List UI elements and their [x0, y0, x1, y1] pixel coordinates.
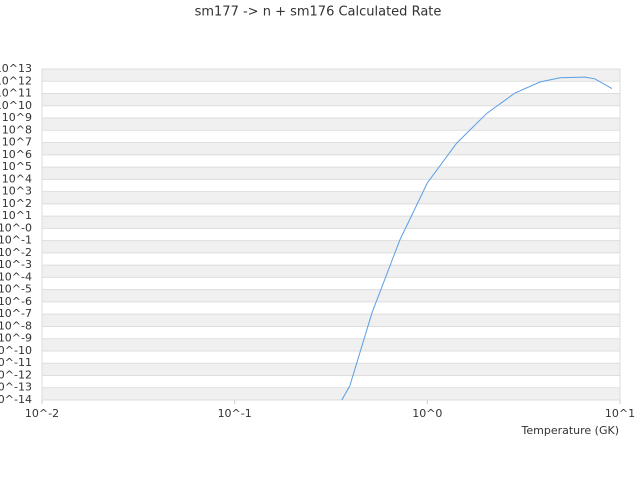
- y-tick-label: 10^-13: [0, 381, 32, 394]
- x-tick-label: 10^-1: [218, 407, 252, 420]
- y-tick-label: 10^-9: [0, 332, 32, 345]
- y-tick-label: 10^-7: [0, 307, 32, 320]
- y-tick-label: 10^-10: [0, 344, 32, 357]
- y-tick-label: 10^2: [2, 197, 32, 210]
- y-tick-label: 10^-11: [0, 356, 32, 369]
- grid-band: [42, 93, 620, 106]
- grid-band: [42, 265, 620, 278]
- grid-band: [42, 191, 620, 204]
- grid-band: [42, 240, 620, 253]
- grid-band: [42, 216, 620, 229]
- y-tick-label: 10^11: [0, 87, 32, 100]
- grid-band: [42, 69, 620, 82]
- data-line: [341, 76, 613, 401]
- y-tick-label: 10^9: [2, 111, 32, 124]
- y-tick-label: 10^13: [0, 62, 32, 75]
- y-tick-label: 10^-3: [0, 258, 32, 271]
- y-tick-label: 10^-1: [0, 234, 32, 247]
- y-tick-label: 10^-0: [0, 221, 32, 234]
- y-tick-label: 10^6: [2, 148, 32, 161]
- grid-band: [42, 289, 620, 302]
- chart-title: sm177 -> n + sm176 Calculated Rate: [195, 5, 442, 20]
- y-tick-label: 10^3: [2, 185, 32, 198]
- y-tick-label: 10^-14: [0, 393, 32, 406]
- y-tick-label: 10^5: [2, 160, 32, 173]
- x-tick-label: 10^-2: [25, 407, 59, 420]
- y-tick-label: 10^-4: [0, 270, 32, 283]
- grid-band: [42, 338, 620, 351]
- grid-band: [42, 167, 620, 180]
- x-axis-label: Temperature (GK): [521, 424, 620, 437]
- grid-band: [42, 118, 620, 131]
- grid-band: [42, 314, 620, 327]
- y-tick-label: 10^-2: [0, 246, 32, 259]
- x-tick-label: 10^0: [412, 407, 442, 420]
- grid-band: [42, 363, 620, 376]
- grid-band: [42, 142, 620, 155]
- y-tick-label: 10^-6: [0, 295, 32, 308]
- y-tick-label: 10^-8: [0, 319, 32, 332]
- y-tick-label: 10^4: [2, 172, 32, 185]
- y-tick-label: 10^-12: [0, 368, 32, 381]
- y-tick-label: 10^7: [2, 136, 32, 149]
- y-tick-label: 10^10: [0, 99, 32, 112]
- y-tick-label: 10^-5: [0, 283, 32, 296]
- plot-border: [41, 68, 621, 401]
- x-tick-label: 10^1: [605, 407, 635, 420]
- grid-band: [42, 387, 620, 400]
- y-tick-label: 10^12: [0, 74, 32, 87]
- y-tick-label: 10^8: [2, 123, 32, 136]
- y-tick-label: 10^1: [2, 209, 32, 222]
